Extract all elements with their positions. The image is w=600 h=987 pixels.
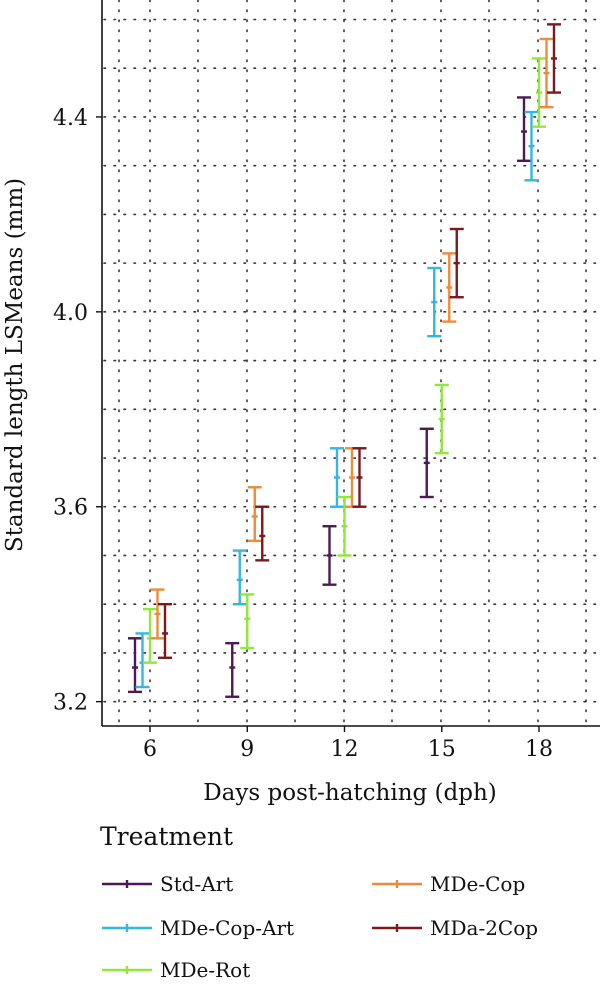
error-bar [135,632,150,689]
y-tick-label: 3.6 [53,496,88,521]
series-mde-cop [150,37,554,640]
axes [101,0,600,727]
error-bar [442,252,457,323]
legend-item: MDe-Rot [100,953,250,987]
legend-swatch [102,966,152,974]
y-tick-label: 4.4 [53,106,88,131]
ticks: 6 9 12 15 18 3.2 3.6 4.0 4.4 [53,106,553,762]
error-bar [449,227,464,299]
error-bar [524,110,539,182]
error-bar [419,427,434,499]
legend-label: MDe-Rot [160,958,251,982]
chart: 6 9 12 15 18 3.2 3.6 4.0 4.4 Days post-hatching … [2,0,600,806]
error-bar [240,593,255,650]
error-bar [150,588,165,640]
error-bar [352,447,367,508]
legend-swatch [102,880,152,888]
legend-label: MDe-Cop [430,872,526,896]
error-bar [225,641,240,698]
error-bar [337,495,352,557]
series-mde-cop-art [135,110,539,689]
legend-item: MDe-Cop [370,867,525,901]
grid [103,0,600,725]
legend-swatch [102,924,152,932]
legend-label: MDa-2Cop [430,916,539,940]
legend-label: MDe-Cop-Art [160,916,295,940]
error-bar [547,23,561,94]
error-bar [427,266,442,338]
series-std-art [128,96,531,698]
series-mde-rot [143,57,546,664]
error-bar [128,637,142,694]
y-axis-title: Standard length LSMeans (mm) [2,178,28,552]
legend-item: MDe-Cop-Art [100,911,294,945]
legend-label: Std-Art [160,872,234,896]
error-bar [158,602,172,659]
error-bar [330,447,344,508]
error-bar [539,37,554,109]
legend-swatch [372,924,422,932]
x-axis-title: Days post-hatching (dph) [203,780,497,806]
error-bar [143,607,157,664]
error-bar [232,549,247,606]
legend-item: MDa-2Cop [370,911,538,945]
error-bar [434,383,449,455]
error-bar [322,525,337,586]
x-tick-label: 18 [525,737,553,762]
x-tick-label: 12 [331,737,359,762]
error-bar [255,505,270,562]
legend: Treatment Std-Art MDe-Cop-Art MDe-Rot MDe-C… [100,822,600,982]
legend-item: Std-Art [100,867,233,901]
error-bar [247,486,262,543]
x-tick-label: 6 [143,737,157,762]
series-mda-2cop [158,23,561,659]
x-tick-label: 9 [240,737,254,762]
error-bar [517,96,531,162]
y-tick-label: 3.2 [53,691,88,716]
x-tick-label: 15 [428,737,456,762]
y-tick-label: 4.0 [53,301,88,326]
error-bars [128,23,561,698]
legend-title: Treatment [100,822,234,851]
legend-swatch [372,880,422,888]
error-bar [532,57,546,128]
